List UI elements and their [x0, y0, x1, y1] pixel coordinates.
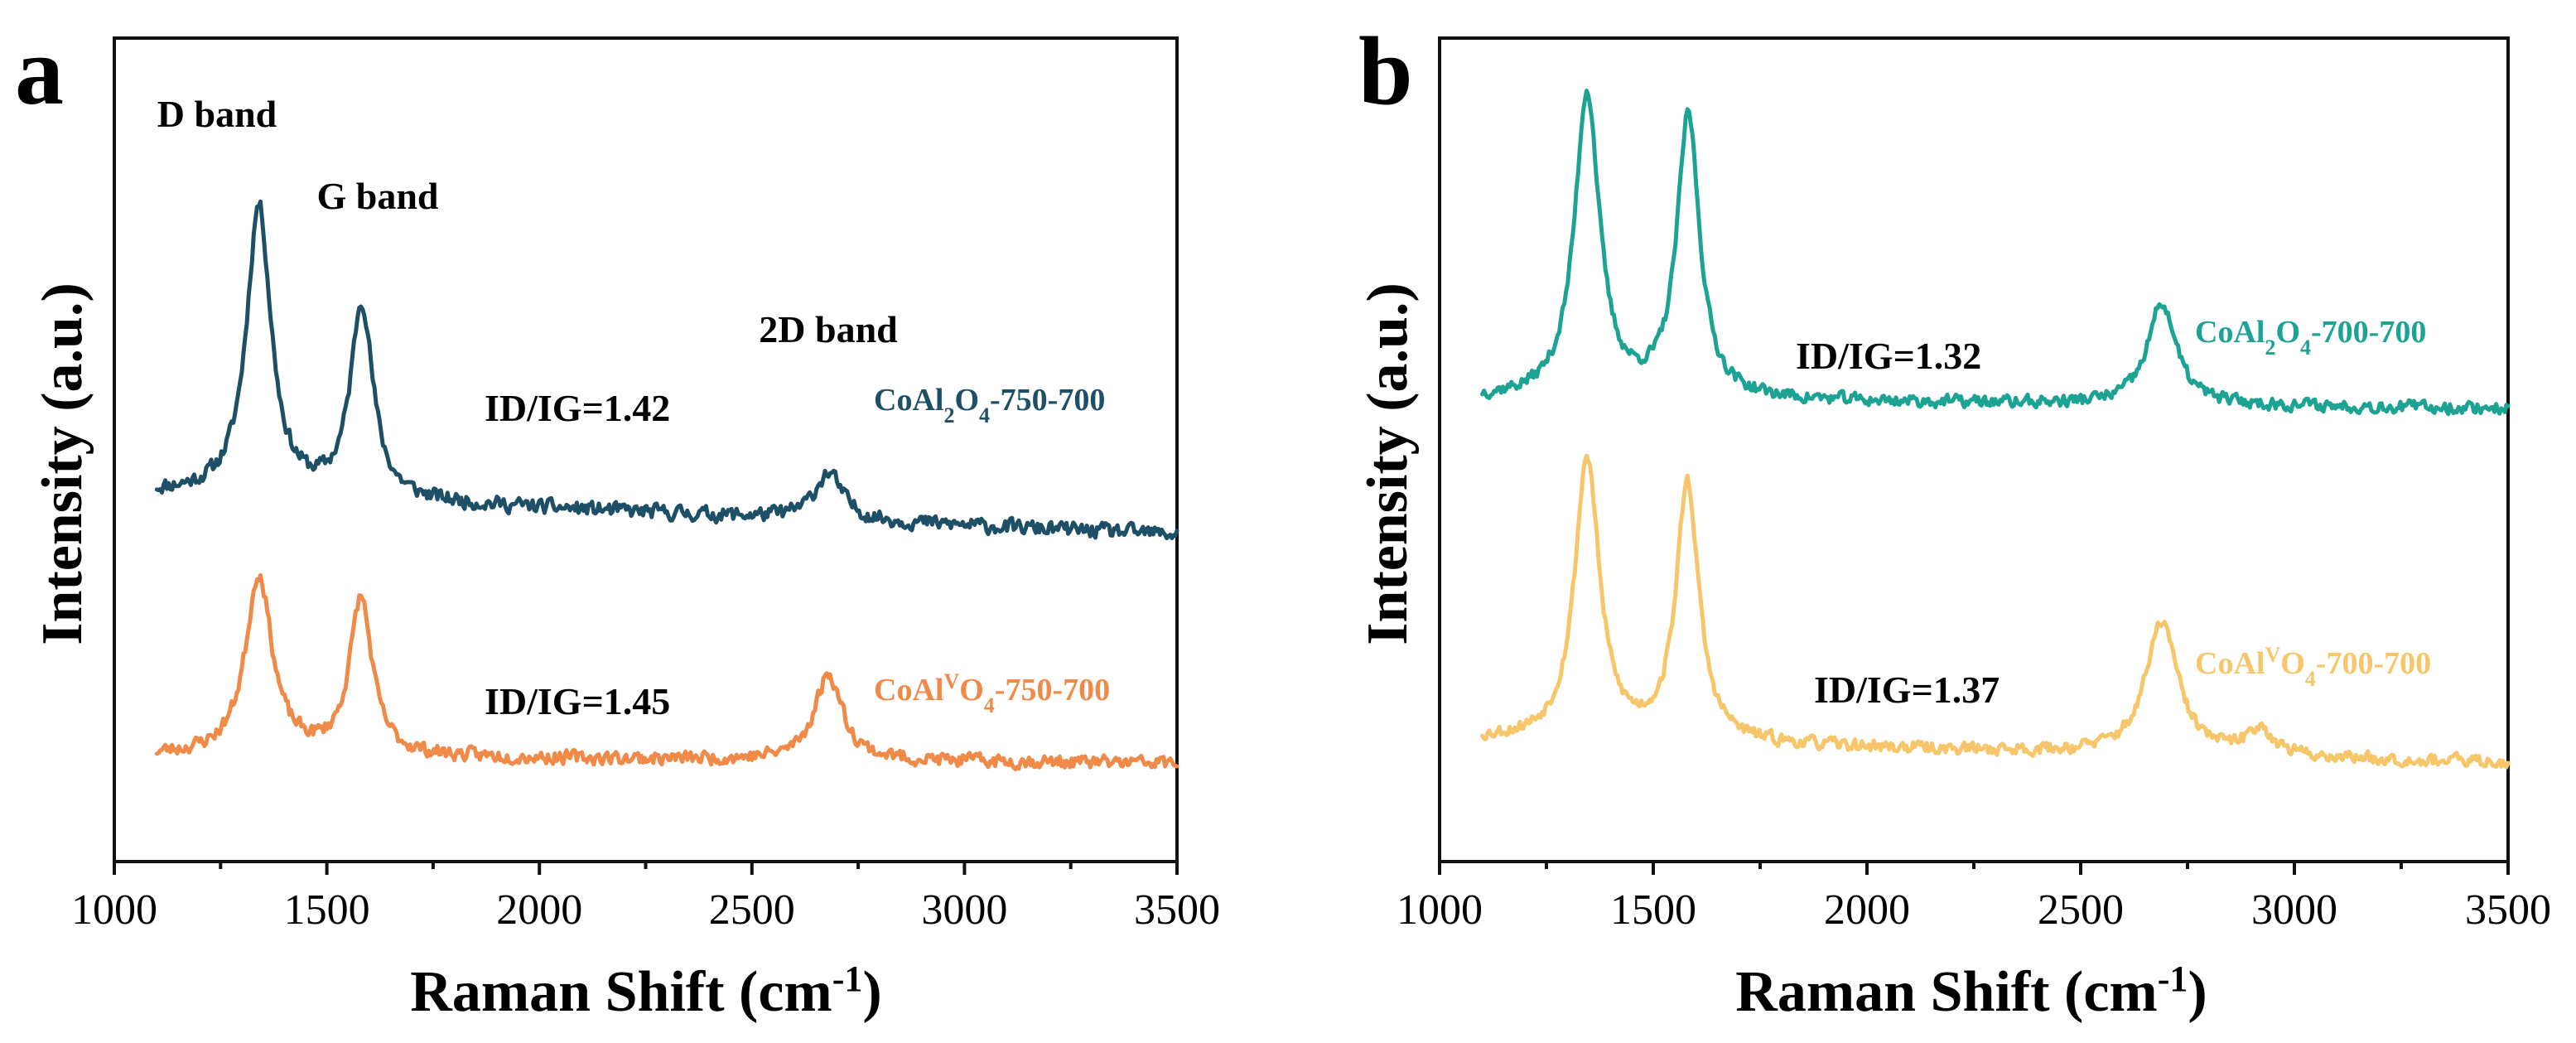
2d-band-annotation: 2D band	[759, 308, 898, 350]
panel-b-series-1-label: CoAl2O4-700-700	[2195, 315, 2426, 360]
panel-a-series-1-label: CoAl2O4-750-700	[874, 383, 1105, 427]
panel-a-tick-label: 1500	[284, 886, 370, 934]
panel-a-axes-frame	[113, 36, 1179, 863]
panel-b-tick-label: 2500	[2038, 886, 2124, 934]
panel-b-series-1-ratio: ID/IG=1.32	[1796, 335, 1981, 377]
panel-a-tick-label: 1000	[71, 886, 157, 934]
panel-a-y-axis-title: Intensity (a.u.)	[31, 282, 94, 645]
g-band-annotation: G band	[316, 175, 438, 217]
panel-b-tick-label: 1000	[1397, 886, 1483, 934]
panel-b-axes-frame	[1438, 36, 2510, 863]
panel-b: b 1000 1500 2000 2500 3000 3500 Raman Sh…	[1356, 17, 2551, 1024]
panel-b-tick-label: 1500	[1610, 886, 1696, 934]
panel-a-tick-label: 3000	[921, 886, 1007, 934]
panel-a-tick-label: 2500	[709, 886, 795, 934]
panel-b-letter: b	[1358, 17, 1413, 125]
panel-a-series-2-ratio: ID/IG=1.45	[485, 680, 670, 722]
panel-a: a 1000 1500 2000 2500 3000 3500 Raman Sh…	[15, 17, 1220, 1024]
panel-b-series-2-ratio: ID/IG=1.37	[1814, 669, 2000, 711]
panel-b-x-axis-title: Raman Shift (cm-1)	[1735, 958, 2207, 1025]
panel-b-series-coalvo4-700-700-line	[1480, 453, 2511, 770]
panel-a-series-coal2o4-750-700-line	[154, 199, 1179, 541]
panel-a-letter: a	[15, 17, 64, 125]
panel-a-x-axis-title: Raman Shift (cm-1)	[410, 958, 881, 1025]
panel-b-series-coal2o4-700-700-line	[1480, 89, 2511, 417]
panel-a-tick-label: 3500	[1134, 886, 1220, 934]
panel-b-tick-label: 3000	[2251, 886, 2337, 934]
panel-a-x-ticks	[113, 862, 1179, 875]
d-band-annotation: D band	[157, 93, 277, 135]
panel-a-series-2-label: CoAlVO4-750-700	[874, 669, 1110, 717]
panel-a-series-coalvo4-750-700-line	[154, 572, 1179, 771]
panel-a-tick-label: 2000	[496, 886, 582, 934]
panel-b-x-ticks	[1438, 862, 2510, 875]
panel-b-tick-label: 2000	[1824, 886, 1910, 934]
panel-b-tick-label: 3500	[2465, 886, 2551, 934]
panel-b-y-axis-title: Intensity (a.u.)	[1356, 282, 1420, 645]
panel-b-series-2-label: CoAlVO4-700-700	[2195, 643, 2431, 691]
panel-a-series-1-ratio: ID/IG=1.42	[485, 387, 670, 429]
